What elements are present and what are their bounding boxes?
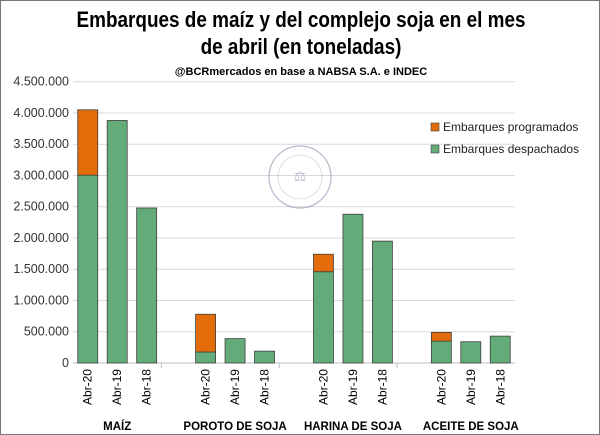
- bar-despachados: [460, 341, 482, 364]
- bar-despachados: [195, 351, 217, 364]
- y-tick-label: 4.500.000: [13, 75, 69, 89]
- legend-label: Embarques programados: [443, 120, 578, 134]
- bar-despachados: [489, 335, 511, 364]
- x-tick-label: Abr-20: [316, 369, 330, 405]
- bar-despachados: [313, 271, 334, 364]
- legend-swatch: [430, 144, 440, 154]
- x-tick-label: Abr-19: [464, 369, 478, 405]
- bar-despachados: [136, 207, 158, 364]
- y-tick-label: 4.000.000: [13, 106, 69, 120]
- group-label: HARINA DE SOJA: [304, 421, 402, 433]
- group-label: MAÍZ: [103, 420, 131, 433]
- y-tick-label: 500.000: [24, 325, 69, 339]
- y-tick-label: 1.000.000: [13, 293, 69, 307]
- bar-despachados: [430, 340, 452, 364]
- group-label: POROTO DE SOJA: [183, 421, 286, 433]
- bar-despachados: [342, 213, 364, 364]
- bar-programados: [430, 331, 452, 342]
- x-tick-label: Abr-19: [346, 369, 360, 405]
- bar-despachados: [224, 338, 246, 364]
- x-tick-label: Abr-18: [375, 369, 389, 405]
- watermark-inner-circle: [277, 154, 323, 200]
- watermark-scale-icon: ⚖: [294, 168, 307, 184]
- y-tick-label: 3.000.000: [13, 168, 69, 182]
- x-tick-label: Abr-19: [110, 369, 124, 405]
- x-tick-label: Abr-18: [493, 369, 507, 405]
- bar-programados: [77, 109, 99, 176]
- watermark-circle: [268, 145, 332, 209]
- bar-despachados: [371, 240, 393, 364]
- y-tick-label: 2.500.000: [13, 200, 69, 214]
- y-tick-label: 1.500.000: [13, 262, 69, 276]
- x-tick-label: Abr-18: [140, 369, 154, 405]
- y-tick-label: 2.000.000: [13, 231, 69, 245]
- legend-swatch: [430, 122, 440, 132]
- legend-label: Embarques despachados: [443, 142, 579, 156]
- bar-despachados: [106, 120, 128, 364]
- bar-despachados: [254, 350, 275, 364]
- x-tick-label: Abr-18: [258, 369, 272, 405]
- chart-title-line2: de abril (en toneladas): [200, 34, 402, 59]
- group-label: ACEITE DE SOJA: [423, 421, 519, 433]
- x-tick-label: Abr-20: [199, 369, 213, 405]
- x-tick-label: Abr-19: [228, 369, 242, 405]
- y-tick-label: 0: [62, 356, 69, 370]
- bar-programados: [313, 253, 334, 273]
- x-tick-label: Abr-20: [81, 369, 95, 405]
- bar-programados: [195, 313, 217, 353]
- bar-despachados: [77, 174, 99, 364]
- chart-subtitle: @BCRmercados en base a NABSA S.A. e INDE…: [174, 66, 428, 78]
- chart-title-line1: Embarques de maíz y del complejo soja en…: [76, 7, 526, 32]
- x-tick-label: Abr-20: [434, 369, 448, 405]
- y-tick-label: 3.500.000: [13, 137, 69, 151]
